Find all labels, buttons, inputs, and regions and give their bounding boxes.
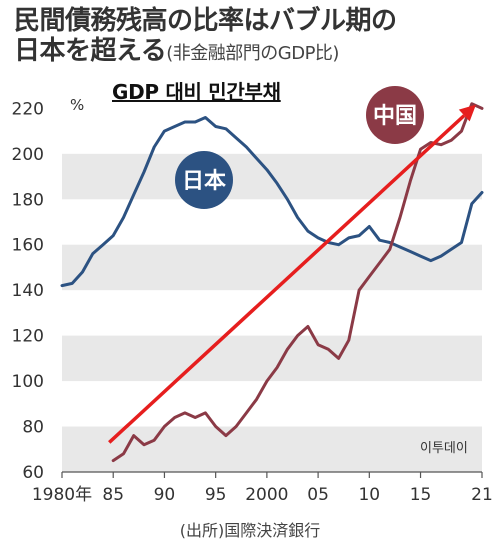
overlay-caption: GDP 대비 민간부채 xyxy=(112,80,281,104)
x-tick-label: 90 xyxy=(154,485,176,505)
series-line-china xyxy=(111,102,484,463)
y-axis-ticks: 60 80 100 120 140 160 180 200 220 xyxy=(12,99,44,483)
series-line-japan xyxy=(60,116,484,288)
series-label-china: 中国 xyxy=(373,104,417,129)
x-axis-ticks: 1980年 85 90 95 2000 05 10 15 21 xyxy=(32,472,493,505)
title-line-2-main: 日本を超える xyxy=(14,36,167,66)
x-tick-label: 95 xyxy=(205,485,227,505)
title-line-1: 民間債務残高の比率はバブル期の xyxy=(14,6,397,36)
y-tick-label: 80 xyxy=(22,418,44,438)
source-note: (出所)国際決済銀行 xyxy=(179,521,321,540)
y-tick-label: 120 xyxy=(12,327,44,347)
y-tick-label: 200 xyxy=(12,145,44,165)
series-labels: 日本 中国 xyxy=(175,86,424,209)
x-tick-label: 85 xyxy=(102,485,124,505)
x-tick-label: 21 xyxy=(471,485,493,505)
y-tick-label: 220 xyxy=(12,99,44,119)
trend-arrow xyxy=(108,104,476,444)
x-tick-label: 2000 xyxy=(245,485,288,505)
title-line-2-sub: (非金融部門のGDP比) xyxy=(166,43,339,64)
watermark-text: 이투데이 xyxy=(420,441,468,456)
x-tick-label: 10 xyxy=(358,485,380,505)
x-tick-label: 15 xyxy=(410,485,432,505)
trend-arrow-shaft xyxy=(108,114,466,444)
x-tick-label: 1980年 xyxy=(32,485,92,505)
chart-title: 民間債務残高の比率はバブル期の 日本を超える(非金融部門のGDP比) xyxy=(14,6,494,69)
y-tick-label: 140 xyxy=(12,281,44,301)
title-line-2: 日本を超える(非金融部門のGDP比) xyxy=(14,36,494,69)
y-tick-label: 160 xyxy=(12,236,44,256)
series-label-badge-japan xyxy=(175,151,233,209)
grid-band xyxy=(62,426,482,472)
y-axis-unit: % xyxy=(70,96,84,114)
series-lines xyxy=(60,102,484,463)
x-tick-label: 05 xyxy=(307,485,329,505)
series-label-japan: 日本 xyxy=(182,169,226,194)
y-tick-label: 60 xyxy=(22,463,44,483)
trend-arrow-head xyxy=(458,104,476,122)
y-tick-label: 180 xyxy=(12,190,44,210)
grid-band xyxy=(62,244,482,291)
grid-bands xyxy=(62,153,482,472)
y-tick-label: 100 xyxy=(12,372,44,392)
series-label-badge-china xyxy=(366,86,424,144)
